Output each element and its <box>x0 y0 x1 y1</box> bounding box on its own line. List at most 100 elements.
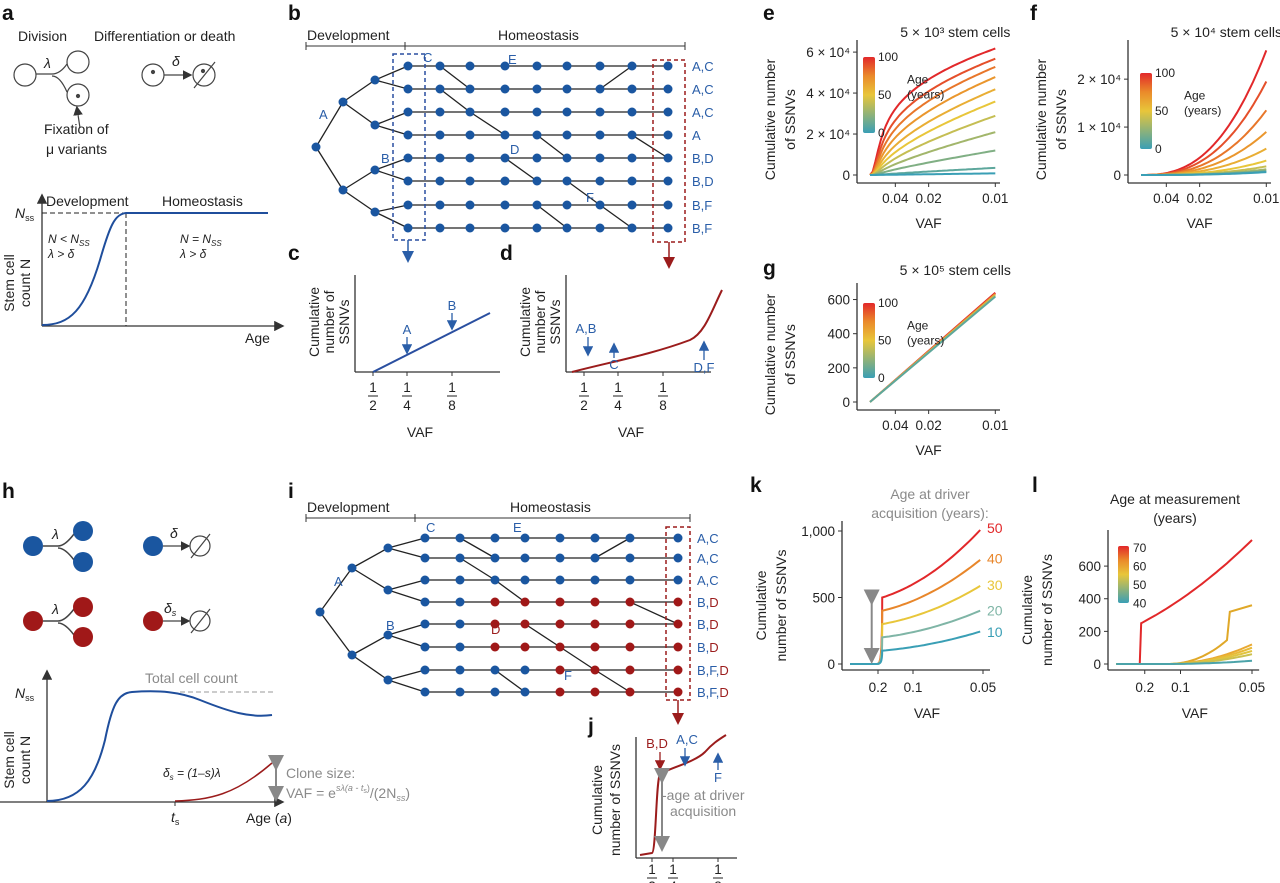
y-tick-label: 6 × 10⁴ <box>806 45 850 60</box>
y-axis-label-2: number of <box>532 290 548 353</box>
x-tick-label: 0.1 <box>1171 680 1190 695</box>
x-axis-label: VAF <box>1187 215 1213 231</box>
row-label-driver: D <box>719 685 728 700</box>
variant-label: B,D <box>646 736 668 751</box>
row-variant-labels: A,C A,C A,C A B,D B,D B,F B,F <box>692 59 714 236</box>
x-tick-label: 0.2 <box>869 680 888 695</box>
row-label: B,F,D <box>697 685 729 700</box>
cell-node <box>520 575 530 585</box>
tree-branch <box>387 669 426 681</box>
node-label-c: C <box>423 50 432 65</box>
x-axis-label: VAF <box>916 442 942 458</box>
cell-node <box>435 200 445 210</box>
colorbar-title: (years) <box>907 88 944 102</box>
cell-node <box>595 176 605 186</box>
y-tick-label: 1,000 <box>801 524 835 539</box>
colorbar-title: Age <box>1184 89 1206 103</box>
y-tick-label: 600 <box>827 293 850 308</box>
cell-node <box>435 61 445 71</box>
lambda-symbol: λ <box>51 601 59 617</box>
x-tick-label: 0.2 <box>1135 680 1154 695</box>
row-label: B,D <box>692 174 714 189</box>
cell-node <box>465 200 475 210</box>
age-curve-0 <box>1141 171 1267 176</box>
chart-title: 5 × 10⁴ stem cells <box>1171 24 1280 40</box>
x-axis-label: Age <box>245 330 270 346</box>
development-label: Development <box>46 193 129 209</box>
y-axis-label-3: SSNVs <box>547 299 563 344</box>
colorbar-tick-label: 100 <box>1155 66 1175 80</box>
cell-node <box>663 61 673 71</box>
legend-title: Age at driver <box>890 486 970 502</box>
clone-size-label: Clone size: <box>286 765 355 781</box>
cell-node <box>532 107 542 117</box>
x-tick-label: 0.01 <box>982 418 1008 433</box>
cell-node <box>625 533 635 543</box>
cell-node <box>532 130 542 140</box>
nss-label: Nss <box>15 685 35 703</box>
tick-numerator: 1 <box>403 380 411 395</box>
cell-node <box>555 687 565 697</box>
y-axis-label-2: count N <box>17 259 33 307</box>
curve-age-label: 50 <box>987 520 1003 536</box>
node-label-b: B <box>386 618 395 633</box>
cell-node <box>532 176 542 186</box>
colorbar-tick-label: 50 <box>878 88 892 102</box>
cell-node <box>420 575 430 585</box>
panel-i: Development Homeostasis A B C D E F A,C A… <box>305 499 729 725</box>
tree-branch <box>342 189 376 213</box>
tick-denominator: 2 <box>369 398 377 413</box>
x-tick-label: 0.01 <box>1253 191 1279 206</box>
row-label-main: B, <box>697 617 709 632</box>
colorbar-title: Age <box>907 73 929 87</box>
chart-title: 5 × 10³ stem cells <box>900 24 1010 40</box>
cell-node <box>500 130 510 140</box>
row-label: A,C <box>697 573 719 588</box>
delta-s-equation: δs = (1–s)λ <box>163 766 221 782</box>
x-tick-label: 0.02 <box>916 418 942 433</box>
clone-size-vaf-formula: VAF = esλ(a - ts)/(2Nss) <box>286 783 410 803</box>
cell-node <box>555 575 565 585</box>
y-axis-label-1: Cumulative <box>753 570 769 640</box>
cell-node <box>590 575 600 585</box>
x-tick-label: 0.04 <box>882 418 909 433</box>
lineage-tree-with-driver <box>315 533 683 697</box>
tree-branch <box>351 654 389 681</box>
age-curve-10 <box>869 295 996 403</box>
colorbar-tick-label: 100 <box>878 50 898 64</box>
cell-node <box>370 120 380 130</box>
tree-branch <box>374 211 409 229</box>
tree-branch <box>374 124 409 136</box>
cell-node <box>595 84 605 94</box>
tree-branch <box>342 169 376 191</box>
tick-numerator: 1 <box>369 380 377 395</box>
y-axis-label-2: number of SSNVs <box>773 549 789 661</box>
row-label-main: B, <box>697 640 709 655</box>
cell-node <box>532 84 542 94</box>
cell-node <box>370 75 380 85</box>
row-variant-labels: A,CA,CA,CB,DB,DB,DB,F,DB,F,D <box>697 531 729 700</box>
x-axis-label: VAF <box>914 705 940 721</box>
y-tick-label: 2 × 10⁴ <box>1077 72 1121 87</box>
y-axis-label-2: number of SSNVs <box>607 744 623 856</box>
cell-node <box>625 619 635 629</box>
chart-title: Age at measurement <box>1110 491 1240 507</box>
cell-node <box>465 223 475 233</box>
row-label: B,D <box>697 640 719 655</box>
cell-node <box>403 176 413 186</box>
cell-node <box>500 153 510 163</box>
tree-branch <box>319 611 353 656</box>
cell-node <box>663 176 673 186</box>
row-label-main: A,C <box>697 531 719 546</box>
condition-homeostasis-2: λ > δ <box>179 247 207 261</box>
tick-denominator: 4 <box>614 398 622 413</box>
y-axis-label-1: Cumulative <box>517 287 533 357</box>
y-tick-label: 400 <box>827 327 850 342</box>
y-tick-label: 0 <box>842 168 850 183</box>
node-label-d: D <box>510 142 519 157</box>
cell-node <box>663 107 673 117</box>
tree-branch <box>387 537 426 549</box>
cell-node <box>500 200 510 210</box>
cell-node <box>347 563 357 573</box>
cell-node <box>595 107 605 117</box>
